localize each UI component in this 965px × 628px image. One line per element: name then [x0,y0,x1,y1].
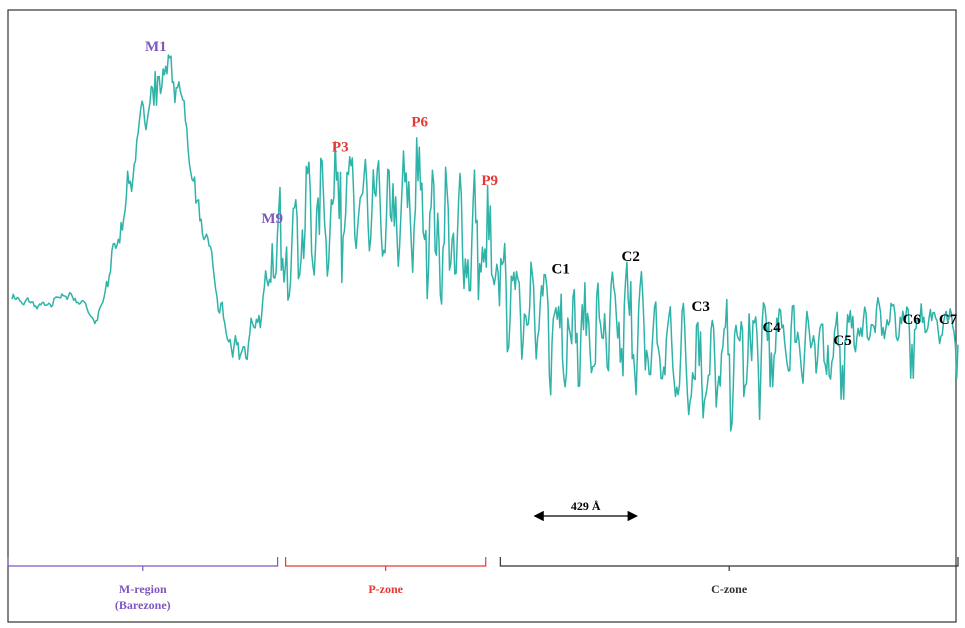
peak-label-c6: C6 [902,312,921,328]
zone-sublabel-m: (Barezone) [115,598,171,612]
peak-label-c4: C4 [762,320,781,336]
density-trace [11,54,959,432]
zone-label-p: P-zone [368,582,403,596]
peak-label-p6: P6 [411,114,428,130]
peak-label-m9: M9 [261,211,283,227]
zone-bracket-p [285,557,487,571]
zone-bracket-c [499,557,959,571]
peak-label-c7: C7 [939,312,958,328]
zone-bracket-m [7,557,279,571]
peak-label-c5: C5 [833,333,851,349]
zone-label-c: C-zone [711,582,748,596]
peak-label-m1: M1 [145,39,167,55]
plot-frame [7,9,957,623]
peak-label-c3: C3 [692,299,710,315]
peak-labels: M1 M9 P3 P6 P9 C1 C2 C3 C4 C5 C6 C7 [145,39,958,349]
peak-label-c2: C2 [622,249,640,265]
peak-label-p9: P9 [481,173,498,189]
peak-label-p3: P3 [332,140,349,156]
zone-label-m: M-region [119,582,167,596]
zone-brackets: M-region (Barezone) P-zone C-zone [7,557,959,612]
period-marker: 429 Å [533,499,638,522]
period-label: 429 Å [571,499,601,513]
peak-label-c1: C1 [552,261,570,277]
